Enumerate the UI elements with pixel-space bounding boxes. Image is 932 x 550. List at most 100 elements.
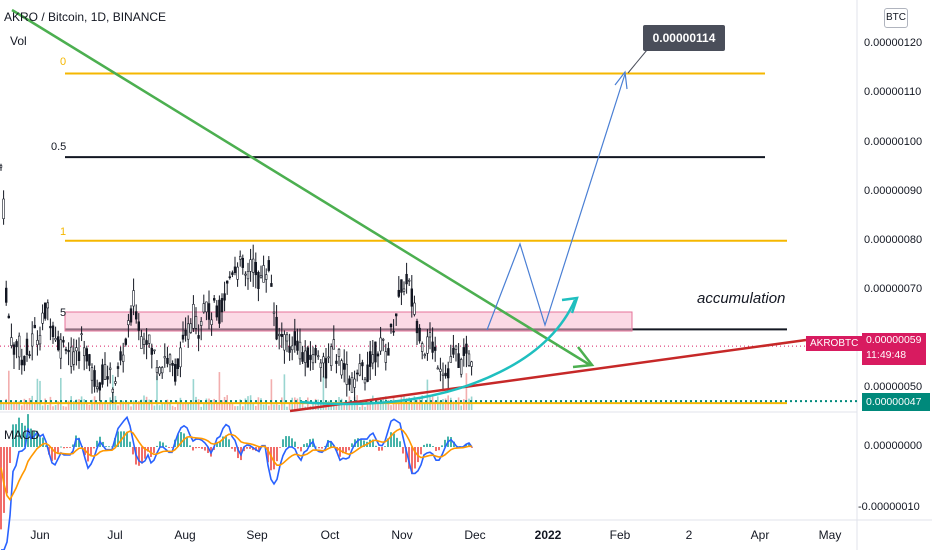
volume-bar [236,406,239,410]
candle-body [327,356,330,359]
macd-hist-bar [468,443,470,447]
time-tick: Dec [464,528,486,542]
candle-body [220,298,224,313]
currency-button[interactable]: BTC [884,8,908,28]
candle-body [205,301,208,313]
candle-body [33,324,37,329]
candle-body [192,304,195,329]
volume-bar [346,402,348,410]
macd-hist-bar [201,447,203,449]
candle-body [233,266,237,273]
candle-body [56,336,60,351]
accumulation-label[interactable]: accumulation [697,290,786,307]
volume-bar [424,403,426,410]
candle-body [148,334,151,344]
candle-body [470,361,473,367]
candle-body [75,347,78,352]
volume-bar [231,403,234,410]
candle-body [158,367,161,375]
macd-hist-bar [39,437,41,447]
candle-body [368,351,372,367]
candlesticks [0,163,473,404]
volume-bar [39,380,41,410]
volume-bar [301,401,304,410]
volume-bar [252,403,254,410]
macd-hist-bar [117,431,119,447]
candle-body [135,311,138,320]
macd-hist-bar [402,447,404,454]
candle-body [441,373,445,376]
candle-body [439,368,442,372]
time-tick: 2 [685,528,693,542]
macd-hist-bar [249,447,251,449]
symbol-title[interactable]: AKRO / Bitcoin, 1D, BINANCE [4,10,167,24]
candle-body [405,273,408,285]
macd-hist-bar [270,447,272,471]
volume-bar [8,370,10,410]
macd-hist-bar [330,441,332,447]
volume-bar [78,399,80,410]
candle-body [246,271,250,280]
drawings[interactable] [11,8,807,413]
macd-hist-bar [375,445,377,447]
candle-body [371,354,374,364]
price-tick: 0.00000120 [864,37,923,49]
candle-body [145,340,148,345]
macd-hist-bar [15,424,17,447]
volume-bar [359,406,361,410]
candle-body [231,272,234,275]
candle-body [298,341,302,360]
volume-bar [463,399,465,410]
candle-body [2,198,5,219]
target-price-callout[interactable]: 0.00000114 [643,25,725,51]
volume-bar [190,400,192,410]
candle-body [431,341,434,353]
candle-body [467,353,471,366]
macd-tick: 0.00000000 [864,440,923,452]
macd-hist-bar [147,447,149,452]
macd-hist-bar [237,447,239,459]
candle-body [54,338,57,341]
volume-bar [91,399,93,410]
volume-bar [369,400,371,410]
breakout-arrowhead [561,296,579,314]
volume-bar [361,404,364,410]
low-price-tag: 0.00000047 [862,393,930,411]
candle-body [171,363,174,366]
candle-body [85,348,89,362]
volume-bar [216,403,218,410]
countdown-timer: 11:49:48 [866,349,907,361]
macd-line [1,415,473,550]
candle-body [200,321,203,326]
volume-label: Vol [10,34,27,48]
candle-body [280,333,283,337]
volume-bar [86,403,88,410]
macd-hist-bar [138,447,140,466]
candle-body [376,353,380,357]
macd-hist-bar [153,447,155,453]
candle-body [218,299,221,324]
time-tick: May [818,528,842,542]
candle-body [210,319,213,325]
macd-hist-bar [384,446,386,447]
candle-body [166,357,169,364]
volume-bar [465,373,468,410]
macd-hist-bar [144,447,146,459]
accumulation-zone[interactable] [64,311,633,332]
macd-tick: -0.00000010 [858,501,920,513]
macd-hist-bar [159,441,161,447]
macd-hist-bar [279,447,281,448]
volume-bar [54,405,57,410]
candle-body [301,352,304,362]
volume-bar [140,399,143,410]
macd-hist-bar [294,441,296,447]
volume-bar [416,399,418,410]
macd-hist-bar [69,447,71,448]
macd-label[interactable]: MACD [4,428,40,442]
candle-body [5,287,8,303]
macd-hist-bar [357,438,359,447]
macd-hist-bar [408,447,410,469]
candle-body [72,351,76,365]
candle-body [407,279,411,282]
